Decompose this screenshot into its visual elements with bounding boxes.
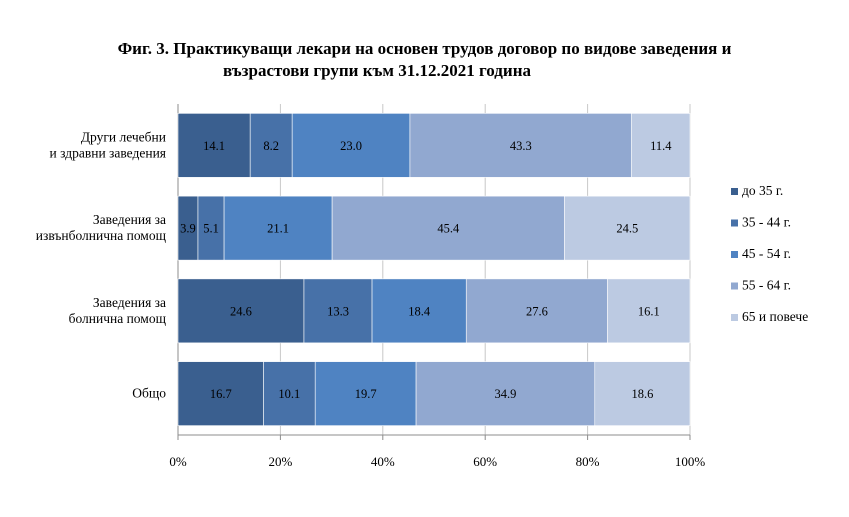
- legend-swatch: [731, 314, 738, 321]
- bar-segment: [371, 278, 467, 344]
- data-label: 11.4: [650, 139, 672, 153]
- bar-segment: [409, 113, 632, 178]
- legend-swatch: [731, 251, 738, 258]
- x-tick-label: 80%: [576, 454, 600, 469]
- legend-label: до 35 г.: [742, 183, 783, 198]
- category-label: Заведения за: [93, 212, 166, 227]
- bars: 14.1 8.2 23.0 43.3 11.4 3.9 5.1 21.1 45.4 24.5 24.…: [177, 113, 691, 426]
- data-label: 27.6: [526, 304, 548, 318]
- legend: до 35 г. 35 - 44 г. 45 - 54 г. 55 - 64 г. 65…: [731, 183, 808, 324]
- bar-segment: [177, 361, 264, 426]
- legend-swatch: [731, 219, 738, 227]
- category-label: болнична помощ: [69, 311, 167, 326]
- data-label: 21.1: [267, 222, 289, 236]
- bar-segment: [594, 361, 691, 426]
- data-label: 13.3: [327, 304, 349, 318]
- data-label: 19.7: [355, 387, 377, 401]
- chart-title: Фиг. 3. Практикуващи лекари на основен т…: [0, 38, 849, 82]
- bar-segment: [291, 113, 411, 178]
- legend-label: 65 и повече: [742, 309, 808, 324]
- chart-title-line-1: Фиг. 3. Практикуващи лекари на основен т…: [117, 39, 732, 58]
- bar-segment: [415, 361, 596, 426]
- category-label: и здравни заведения: [50, 145, 166, 160]
- data-label: 18.6: [631, 387, 653, 401]
- x-tick-label: 100%: [675, 454, 706, 469]
- legend-label: 45 - 54 г.: [742, 246, 791, 261]
- bar-segment: [249, 113, 293, 178]
- data-label: 24.6: [230, 304, 252, 318]
- category-label: Други лечебни: [81, 129, 166, 144]
- x-tick-label: 40%: [371, 454, 395, 469]
- bar-segment: [465, 278, 608, 344]
- category-label: Общо: [132, 386, 166, 401]
- bar-segment: [303, 278, 373, 344]
- legend-swatch: [731, 188, 738, 195]
- data-label: 16.1: [638, 304, 660, 318]
- bar-segment: [263, 361, 316, 426]
- bar-segment: [631, 113, 691, 178]
- data-label: 10.1: [278, 387, 300, 401]
- data-label: 24.5: [616, 222, 638, 236]
- data-label: 34.9: [494, 387, 516, 401]
- legend-swatch: [731, 282, 738, 290]
- bar-segment: [314, 361, 417, 426]
- x-axis: 0% 20% 40% 60% 80% 100%: [169, 434, 706, 469]
- data-label: 3.9: [180, 222, 196, 236]
- x-tick-label: 0%: [169, 454, 187, 469]
- bar-segment: [331, 195, 565, 261]
- data-label: 45.4: [437, 222, 460, 236]
- legend-label: 55 - 64 г.: [742, 278, 791, 293]
- bar-segment: [223, 195, 333, 261]
- x-tick-label: 20%: [268, 454, 292, 469]
- chart-title-line-2: възрастови групи към 31.12.2021 година: [222, 61, 531, 80]
- category-label: Заведения за: [93, 295, 166, 310]
- bar-segment: [177, 278, 305, 344]
- bar-segment: [177, 113, 251, 178]
- data-label: 8.2: [263, 139, 279, 153]
- data-label: 16.7: [210, 387, 232, 401]
- data-label: 14.1: [203, 139, 225, 153]
- data-label: 18.4: [408, 304, 431, 318]
- data-label: 43.3: [510, 139, 532, 153]
- x-tick-label: 60%: [473, 454, 497, 469]
- bar-segment: [197, 195, 225, 261]
- bar-segment: [607, 278, 691, 344]
- category-label: извънболнична помощ: [36, 228, 167, 243]
- data-label: 5.1: [203, 222, 219, 236]
- bar-segment: [564, 195, 691, 261]
- data-label: 23.0: [340, 139, 362, 153]
- legend-label: 35 - 44 г.: [742, 215, 791, 230]
